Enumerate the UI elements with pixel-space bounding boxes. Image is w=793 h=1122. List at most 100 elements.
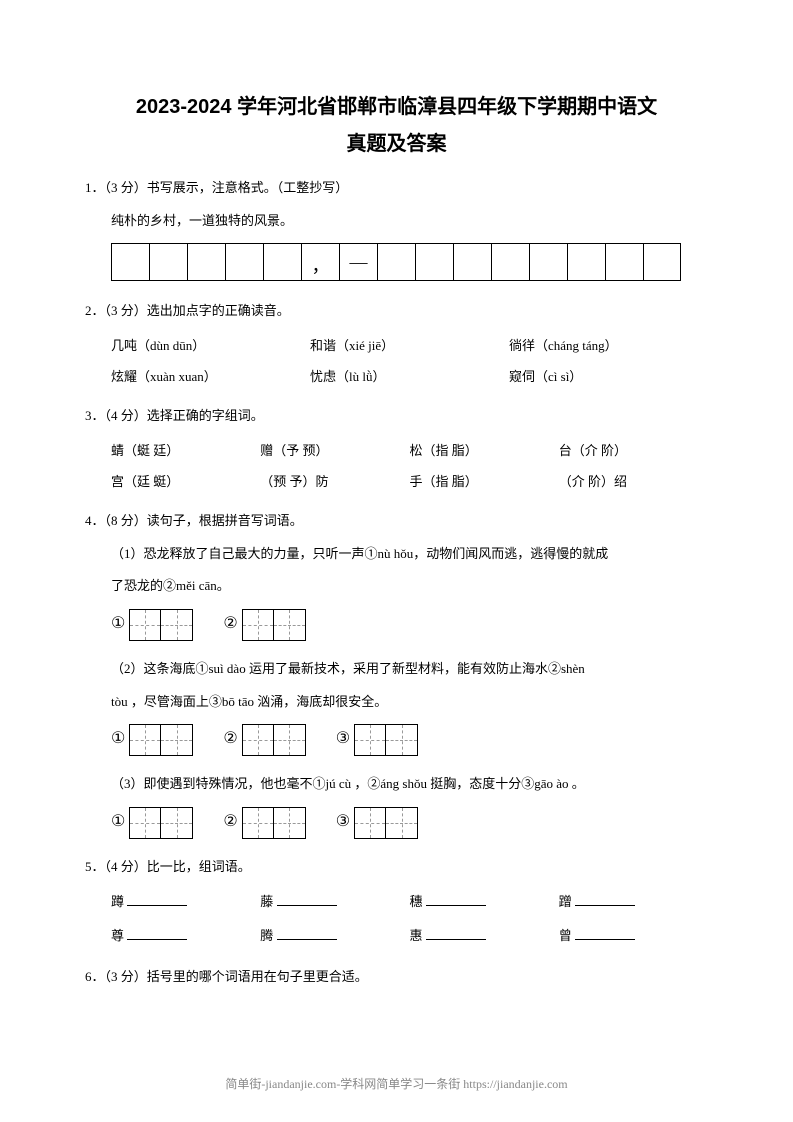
writing-cell <box>263 243 301 281</box>
q4-s3: （3）即使遇到特殊情况，他也毫不①jú cù ，②áng shǒu 挺胸，态度十… <box>85 770 708 799</box>
q6-prompt: 6．（3 分）括号里的哪个词语用在句子里更合适。 <box>85 963 708 992</box>
writing-cell <box>187 243 225 281</box>
q2-item: 炫耀（xuàn xuan） <box>111 361 310 392</box>
q5-item: 惠 <box>410 919 559 953</box>
writing-cell <box>453 243 491 281</box>
q4-s3-boxes: ① ② ③ <box>111 807 708 839</box>
tianzige-group: ② <box>223 609 305 641</box>
circled-2: ② <box>223 811 237 831</box>
writing-cell-comma: ， <box>301 243 339 281</box>
blank-line <box>575 892 635 906</box>
q2-row2: 炫耀（xuàn xuan） 忧虑（lù lǜ） 窥伺（cì sì） <box>85 361 708 392</box>
writing-cell <box>529 243 567 281</box>
blank-line <box>277 892 337 906</box>
q1-prompt: 1．（3 分）书写展示，注意格式。（工整抄写） <box>85 174 708 203</box>
tz-cell <box>354 724 386 756</box>
tz-cell <box>242 807 274 839</box>
writing-cell-dash: — <box>339 243 377 281</box>
q2-item: 徜徉（cháng táng） <box>509 330 708 361</box>
blank-line <box>127 926 187 940</box>
q5-row2: 尊 腾 惠 曾 <box>85 919 708 953</box>
q5-item: 蹲 <box>111 885 260 919</box>
tianzige <box>242 807 306 839</box>
tianzige <box>354 724 418 756</box>
tz-cell <box>242 724 274 756</box>
q5-item: 尊 <box>111 919 260 953</box>
tianzige <box>354 807 418 839</box>
tianzige <box>129 807 193 839</box>
tianzige-group: ① <box>111 609 193 641</box>
q1-writing-boxes: ， — <box>111 243 708 281</box>
q3-item: 松（指 脂） <box>410 435 559 466</box>
circled-2: ② <box>223 728 237 748</box>
tianzige <box>129 724 193 756</box>
q5-row1: 蹲 藤 穗 蹭 <box>85 885 708 919</box>
q5-item: 腾 <box>260 919 409 953</box>
blank-line <box>426 926 486 940</box>
writing-cell <box>567 243 605 281</box>
q2-prompt: 2．（3 分）选出加点字的正确读音。 <box>85 297 708 326</box>
writing-cell <box>111 243 149 281</box>
q4-s1-boxes: ① ② <box>111 609 708 641</box>
footer-text: 简单街-jiandanjie.com-学科网简单学习一条街 https://ji… <box>0 1075 793 1092</box>
tz-cell <box>386 724 418 756</box>
q2-item: 忧虑（lù lǜ） <box>310 361 509 392</box>
q5-char: 腾 <box>260 928 273 943</box>
q5-prompt: 5．（4 分）比一比，组词语。 <box>85 853 708 882</box>
tianzige-group: ③ <box>336 724 418 756</box>
tz-cell <box>129 807 161 839</box>
circled-1: ① <box>111 613 125 633</box>
subtitle: 真题及答案 <box>85 127 708 156</box>
writing-cell <box>377 243 415 281</box>
tz-cell <box>386 807 418 839</box>
q3-row2: 宫（廷 蜓） （预 予）防 手（指 脂） （介 阶）绍 <box>85 466 708 497</box>
q4-prompt: 4．（8 分）读句子，根据拼音写词语。 <box>85 507 708 536</box>
writing-cell <box>415 243 453 281</box>
q5-char: 蹭 <box>559 894 572 909</box>
q4-s1b: 了恐龙的②měi cān。 <box>85 572 708 601</box>
q3-item: 蜻（蜓 廷） <box>111 435 260 466</box>
writing-cell <box>225 243 263 281</box>
q4-s2b: tòu ，尽管海面上③bō tāo 汹涌，海底却很安全。 <box>85 688 708 717</box>
tianzige <box>242 724 306 756</box>
q3-row1: 蜻（蜓 廷） 赠（予 预） 松（指 脂） 台（介 阶） <box>85 435 708 466</box>
tianzige-group: ③ <box>336 807 418 839</box>
writing-cell <box>605 243 643 281</box>
q5-char: 穗 <box>410 894 423 909</box>
q3-item: 手（指 脂） <box>410 466 559 497</box>
tz-cell <box>274 807 306 839</box>
tz-cell <box>274 724 306 756</box>
blank-line <box>575 926 635 940</box>
q5-item: 穗 <box>410 885 559 919</box>
q5-char: 藤 <box>260 894 273 909</box>
circled-3: ③ <box>336 728 350 748</box>
q2-row1: 几吨（dùn dūn） 和谐（xié jiē） 徜徉（cháng táng） <box>85 330 708 361</box>
q3-item: （介 阶）绍 <box>559 466 708 497</box>
circled-1: ① <box>111 728 125 748</box>
tz-cell <box>161 609 193 641</box>
main-title: 2023-2024 学年河北省邯郸市临漳县四年级下学期期中语文 <box>85 90 708 119</box>
q4-s2-boxes: ① ② ③ <box>111 724 708 756</box>
blank-line <box>277 926 337 940</box>
tz-cell <box>161 724 193 756</box>
q3-prompt: 3．（4 分）选择正确的字组词。 <box>85 402 708 431</box>
q2-item: 窥伺（cì sì） <box>509 361 708 392</box>
q3-item: 台（介 阶） <box>559 435 708 466</box>
tz-cell <box>129 609 161 641</box>
circled-1: ① <box>111 811 125 831</box>
circled-2: ② <box>223 613 237 633</box>
tz-cell <box>274 609 306 641</box>
q5-char: 蹲 <box>111 894 124 909</box>
q5-item: 蹭 <box>559 885 708 919</box>
tianzige-group: ① <box>111 807 193 839</box>
blank-line <box>426 892 486 906</box>
writing-cell <box>149 243 187 281</box>
writing-cell <box>643 243 681 281</box>
q5-item: 藤 <box>260 885 409 919</box>
q2-item: 和谐（xié jiē） <box>310 330 509 361</box>
tianzige <box>129 609 193 641</box>
tz-cell <box>129 724 161 756</box>
q5-char: 尊 <box>111 928 124 943</box>
q1-text: 纯朴的乡村，一道独特的风景。 <box>85 207 708 236</box>
q4-s2a: （2）这条海底①suì dào 运用了最新技术，采用了新型材料，能有效防止海水②… <box>85 655 708 684</box>
